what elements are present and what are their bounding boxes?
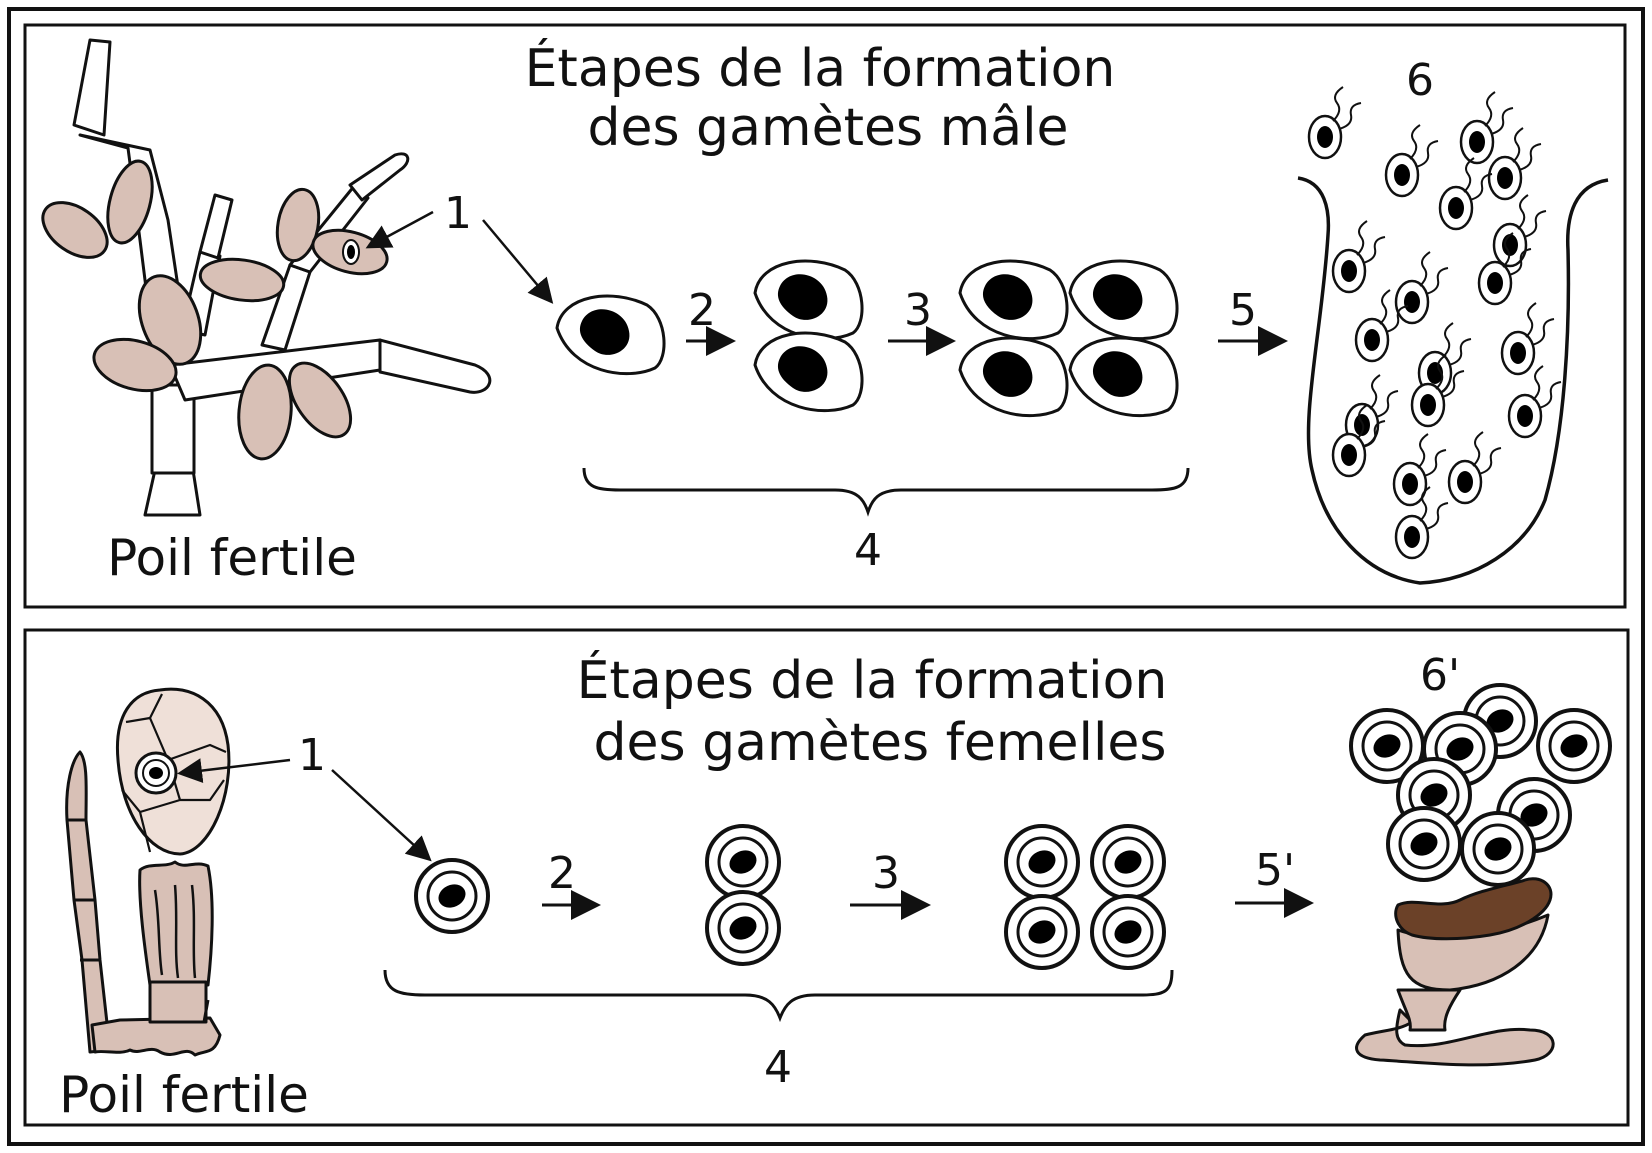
male-label-5: 5 [1229,285,1257,336]
male-title-line2: des gamètes mâle [587,98,1068,158]
female-stage1-cell [414,858,490,934]
male-panel-frame [23,23,1627,609]
male-caption: Poil fertile [107,529,357,587]
female-label-3: 3 [872,848,900,899]
female-title-line2: des gamètes femelles [593,713,1166,773]
male-arrow-1-to-cell [482,219,554,304]
male-label-1: 1 [444,188,472,239]
female-fertile-hair [65,687,231,1057]
female-label-2: 2 [548,848,576,899]
male-stage2-cells [753,259,864,413]
female-stage3-cells [1004,824,1166,970]
male-label-4: 4 [854,525,882,576]
male-brace-4 [582,467,1190,517]
female-label-1: 1 [298,730,326,781]
outer-frame [7,7,1645,1146]
male-title-line1: Étapes de la formation [525,38,1116,99]
male-stage3-cells [958,259,1179,418]
female-panel: Étapes de la formation des gamètes femel… [59,650,1612,1124]
male-stage1-cell [555,294,666,376]
male-arrow-1-to-hair [365,210,434,249]
cup-structure [1355,877,1555,1067]
male-label-3: 3 [904,285,932,336]
male-label-6: 6 [1406,55,1434,106]
female-panel-frame [23,628,1630,1127]
antheridium [1297,176,1609,585]
female-caption: Poil fertile [59,1066,309,1124]
male-panel: Étapes de la formation des gamètes mâle [41,38,1609,587]
female-brace-4 [383,969,1174,1023]
male-fertile-hair [41,38,492,517]
female-label-4: 4 [764,1042,792,1093]
spermatozoids [1307,85,1563,560]
oospheres [1349,683,1612,887]
female-label-6: 6' [1420,650,1460,701]
female-stage2-cells [705,824,781,966]
female-arrow-1-to-cell [331,769,432,862]
male-label-2: 2 [688,285,716,336]
female-label-5: 5' [1255,845,1295,896]
female-title-line1: Étapes de la formation [577,650,1168,711]
female-arrow-1-to-hair [177,758,291,784]
